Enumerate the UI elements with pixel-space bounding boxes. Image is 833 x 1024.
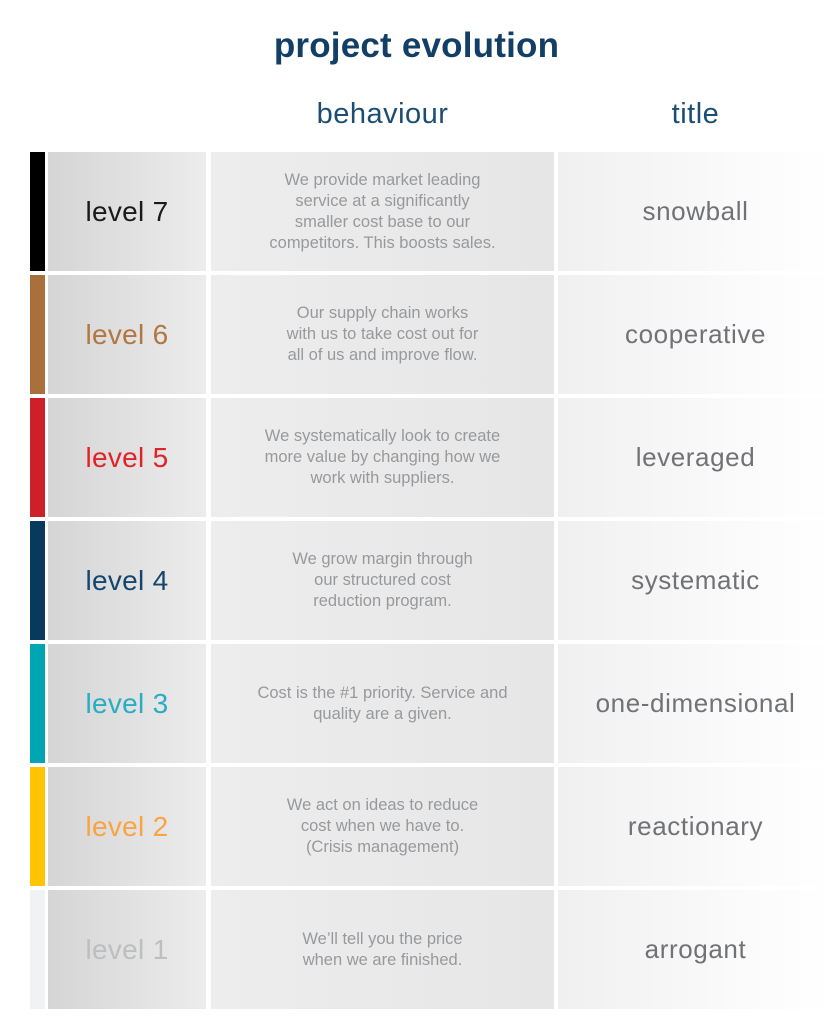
level-color-bar xyxy=(30,398,45,517)
level-label: level 5 xyxy=(48,398,206,517)
level-color-bar xyxy=(30,644,45,763)
behaviour-column-header: behaviour xyxy=(316,97,449,130)
behaviour-text: Cost is the #1 priority. Service and qua… xyxy=(211,644,554,763)
title-column-header: title xyxy=(671,97,720,130)
column-headers: behaviour title xyxy=(0,94,833,134)
behaviour-text: We provide market leading service at a s… xyxy=(211,152,554,271)
level-row-4: level 4 We grow margin through our struc… xyxy=(0,521,833,640)
level-row-3: level 3 Cost is the #1 priority. Service… xyxy=(0,644,833,763)
title-text: cooperative xyxy=(558,275,833,394)
behaviour-text: We act on ideas to reduce cost when we h… xyxy=(211,767,554,886)
level-color-bar xyxy=(30,890,45,1009)
behaviour-text: We systematically look to create more va… xyxy=(211,398,554,517)
page-title: project evolution xyxy=(273,26,560,65)
level-label: level 7 xyxy=(48,152,206,271)
level-label: level 1 xyxy=(48,890,206,1009)
level-label: level 3 xyxy=(48,644,206,763)
title-text: systematic xyxy=(558,521,833,640)
level-row-5: level 5 We systematically look to create… xyxy=(0,398,833,517)
level-color-bar xyxy=(30,152,45,271)
level-color-bar xyxy=(30,767,45,886)
level-label: level 2 xyxy=(48,767,206,886)
title-text: reactionary xyxy=(558,767,833,886)
title-text: arrogant xyxy=(558,890,833,1009)
title-text: one-dimensional xyxy=(558,644,833,763)
level-row-1: level 1 We’ll tell you the price when we… xyxy=(0,890,833,1009)
level-color-bar xyxy=(30,275,45,394)
behaviour-text: We grow margin through our structured co… xyxy=(211,521,554,640)
level-row-7: level 7 We provide market leading servic… xyxy=(0,152,833,271)
level-color-bar xyxy=(30,521,45,640)
evolution-table: level 7 We provide market leading servic… xyxy=(0,152,833,1009)
level-label: level 6 xyxy=(48,275,206,394)
behaviour-text: We’ll tell you the price when we are fin… xyxy=(211,890,554,1009)
level-row-6: level 6 Our supply chain works with us t… xyxy=(0,275,833,394)
title-text: leveraged xyxy=(558,398,833,517)
title-text: snowball xyxy=(558,152,833,271)
level-row-2: level 2 We act on ideas to reduce cost w… xyxy=(0,767,833,886)
level-label: level 4 xyxy=(48,521,206,640)
behaviour-text: Our supply chain works with us to take c… xyxy=(211,275,554,394)
